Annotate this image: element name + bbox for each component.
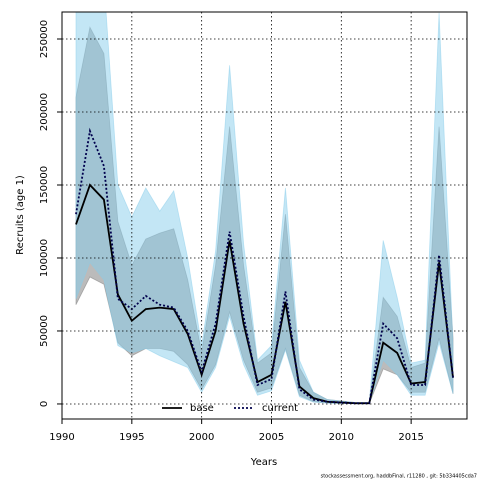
x-tick-label: 2000 xyxy=(189,432,214,443)
x-tick-label: 1990 xyxy=(49,432,74,443)
x-tick-label: 2015 xyxy=(398,432,423,443)
confidence-band xyxy=(75,12,454,405)
x-axis-label: Years xyxy=(250,457,277,468)
y-tick-label: 0 xyxy=(39,401,50,407)
y-tick-label: 250000 xyxy=(39,20,50,58)
plot-frame xyxy=(61,11,468,420)
x-tick-label: 2005 xyxy=(259,432,284,443)
y-axis-label: Recruits (age 1) xyxy=(15,175,26,255)
legend-label: current xyxy=(262,403,298,414)
x-tick-label: 2010 xyxy=(329,432,354,443)
footer: stockassessment.org, haddbFinal, r11280 … xyxy=(321,474,477,480)
plot-area xyxy=(75,12,454,405)
y-tick-label: 150000 xyxy=(39,166,50,204)
y-tick-label: 200000 xyxy=(39,93,50,131)
series-line xyxy=(75,183,454,405)
legend-label: base xyxy=(190,403,214,414)
x-tick-label: 1995 xyxy=(119,432,144,443)
y-tick-label: 100000 xyxy=(39,239,50,277)
y-tick-label: 50000 xyxy=(39,315,50,347)
